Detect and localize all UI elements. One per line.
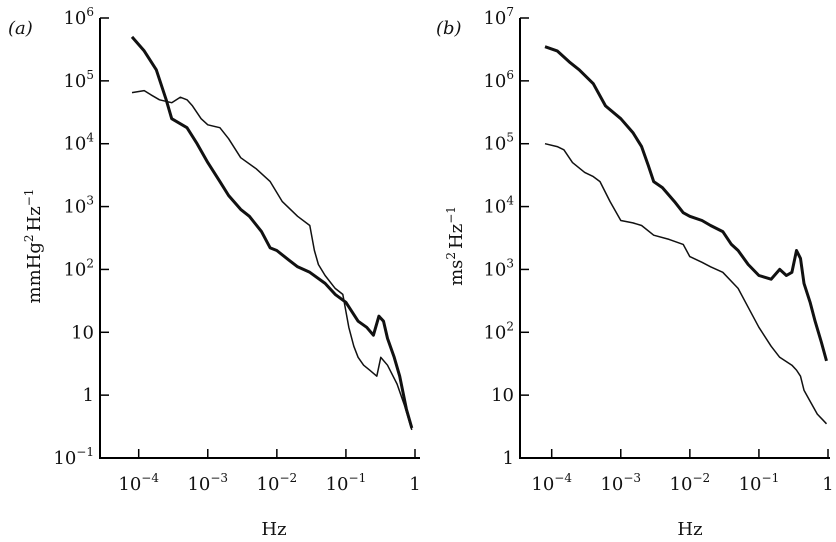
panel-a-ylabel: mmHg2Hz−1 xyxy=(22,189,45,304)
panel-b-xtick-label: 10−4 xyxy=(531,471,572,495)
panel-a-xtick-label: 10−4 xyxy=(118,471,159,495)
panel-a-ytick-label: 102 xyxy=(63,256,94,280)
panel-b-xlabel: Hz xyxy=(677,519,702,540)
panel-b-ytick-label: 102 xyxy=(483,319,514,343)
panel-b-xtick-label: 1 xyxy=(822,474,833,495)
panel-b-ylabel: ms2Hz−1 xyxy=(444,206,467,286)
panel-b-thick-series-line xyxy=(544,45,828,362)
panel-a-xtick-labels: 10−4 10−3 10−2 10−1 1 xyxy=(118,471,420,495)
panel-b-ticks xyxy=(520,17,829,459)
panel-a-ytick-label: 1 xyxy=(83,385,94,406)
panel-b-ytick-label: 107 xyxy=(483,5,514,29)
panel-b-ytick-label: 105 xyxy=(483,131,514,155)
panel-b-thin-series-line xyxy=(544,142,828,425)
panel-b-xtick-label: 10−2 xyxy=(670,471,711,495)
panel-a-xlabel: Hz xyxy=(261,519,286,540)
panel-b-xtick-label: 10−3 xyxy=(600,471,641,495)
panel-b-ytick-labels: 1 10 102 103 104 105 106 107 xyxy=(483,5,514,469)
panel-b-ytick-label: 104 xyxy=(483,194,514,218)
panel-a-ytick-label: 106 xyxy=(63,5,94,29)
panel-a-label: (a) xyxy=(8,18,33,39)
panel-a-ytick-label: 103 xyxy=(63,194,94,218)
panel-a-ytick-label: 10 xyxy=(71,322,94,343)
panel-a-axes xyxy=(99,18,420,459)
panel-b: (b) ms2Hz−1 Hz 1 10 102 103 104 105 106 107 10−… xyxy=(436,5,834,540)
panel-a-ytick-label: 105 xyxy=(63,68,94,92)
panel-a-xtick-label: 10−1 xyxy=(326,471,367,495)
panel-a-xtick-label: 10−3 xyxy=(187,471,228,495)
panel-a-ytick-labels: 10−1 1 10 102 103 104 105 106 xyxy=(53,5,94,469)
panel-b-ytick-label: 103 xyxy=(483,256,514,280)
panel-b-ytick-label: 106 xyxy=(483,68,514,92)
panel-b-ytick-label: 1 xyxy=(503,448,514,469)
panel-a-xtick-label: 10−2 xyxy=(257,471,298,495)
panel-b-xtick-labels: 10−4 10−3 10−2 10−1 1 xyxy=(531,471,833,495)
panel-a-thick-series-line xyxy=(130,35,414,429)
panel-a-ytick-label: 104 xyxy=(63,131,94,155)
panel-b-axes xyxy=(519,18,830,459)
panel-b-series xyxy=(544,45,828,425)
panel-a-xtick-label: 1 xyxy=(409,474,420,495)
panel-a-ticks xyxy=(100,17,416,459)
panel-b-xtick-label: 10−1 xyxy=(739,471,780,495)
panel-a: (a) mmHg2Hz−1 Hz 10−1110102103104105106 … xyxy=(8,5,421,540)
panel-a-thin-series-line xyxy=(131,89,413,431)
panel-b-ytick-label: 10 xyxy=(491,385,514,406)
panel-b-label: (b) xyxy=(436,18,462,39)
panel-a-ytick-label: 10−1 xyxy=(53,445,94,469)
panel-a-series xyxy=(130,35,414,431)
